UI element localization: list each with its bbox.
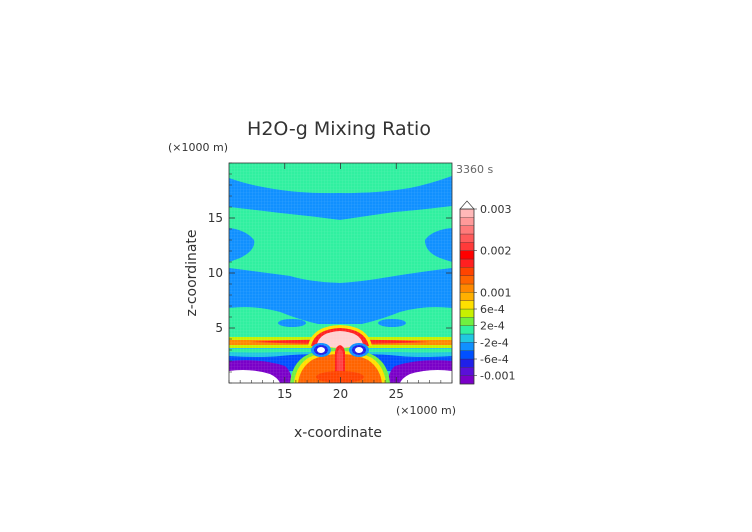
colorbar: 0.003 0.002 0.001 6e-4 2e-4 -2e-4 -6e-4 -0.001 — [459, 200, 515, 385]
colorbar-swatch — [459, 275, 475, 285]
model-grid — [229, 163, 452, 383]
colorbar-swatch — [459, 233, 475, 243]
colorbar-swatch — [459, 217, 475, 226]
colorbar-label: 0.001 — [480, 286, 512, 299]
x-tick-label: 20 — [333, 387, 348, 401]
x-unit-label: (×1000 m) — [396, 404, 456, 417]
colorbar-swatch — [459, 367, 475, 376]
y-tick-label: 10 — [208, 266, 223, 280]
colorbar-swatch — [459, 325, 475, 335]
contour-field — [229, 163, 452, 383]
colorbar-swatch — [459, 225, 475, 235]
colorbar-swatch — [459, 350, 475, 360]
time-label: 3360 s — [456, 163, 493, 176]
colorbar-swatch — [459, 375, 475, 385]
colorbar-frame — [459, 208, 475, 385]
colorbar-swatch — [459, 242, 475, 251]
axis-tick-labels: 15 20 25 5 10 15 — [208, 211, 404, 401]
colorbar-swatch — [459, 267, 475, 276]
colorbar-swatch — [459, 358, 475, 368]
y-tick-label: 5 — [215, 321, 223, 335]
axis-ticks — [228, 162, 453, 384]
chart-title: H2O-g Mixing Ratio — [247, 118, 431, 140]
colorbar-swatch — [459, 317, 475, 326]
y-axis-label: z-coordinate — [184, 229, 200, 316]
colorbar-swatch — [459, 300, 475, 310]
colorbar-swatch — [459, 250, 475, 260]
x-axis-label: x-coordinate — [294, 425, 382, 441]
colorbar-extend-triangle — [459, 200, 475, 210]
colorbar-label: 2e-4 — [480, 320, 505, 333]
colorbar-swatch — [459, 208, 475, 218]
colorbar-swatch — [459, 283, 475, 293]
x-tick-label: 25 — [389, 387, 404, 401]
colorbar-label: 6e-4 — [480, 303, 505, 316]
y-tick-label: 15 — [208, 211, 223, 225]
colorbar-swatch — [459, 258, 475, 268]
colorbar-swatch — [459, 333, 475, 343]
colorbar-swatch — [459, 308, 475, 318]
colorbar-label: 0.003 — [480, 203, 512, 216]
colorbar-label: -6e-4 — [480, 353, 509, 366]
colorbar-label: -2e-4 — [480, 336, 509, 349]
y-unit-label: (×1000 m) — [168, 141, 228, 154]
colorbar-swatch — [459, 292, 475, 301]
colorbar-label: -0.001 — [480, 370, 515, 383]
x-tick-label: 15 — [277, 387, 292, 401]
colorbar-label: 0.002 — [480, 245, 512, 258]
colorbar-swatch — [459, 342, 475, 351]
